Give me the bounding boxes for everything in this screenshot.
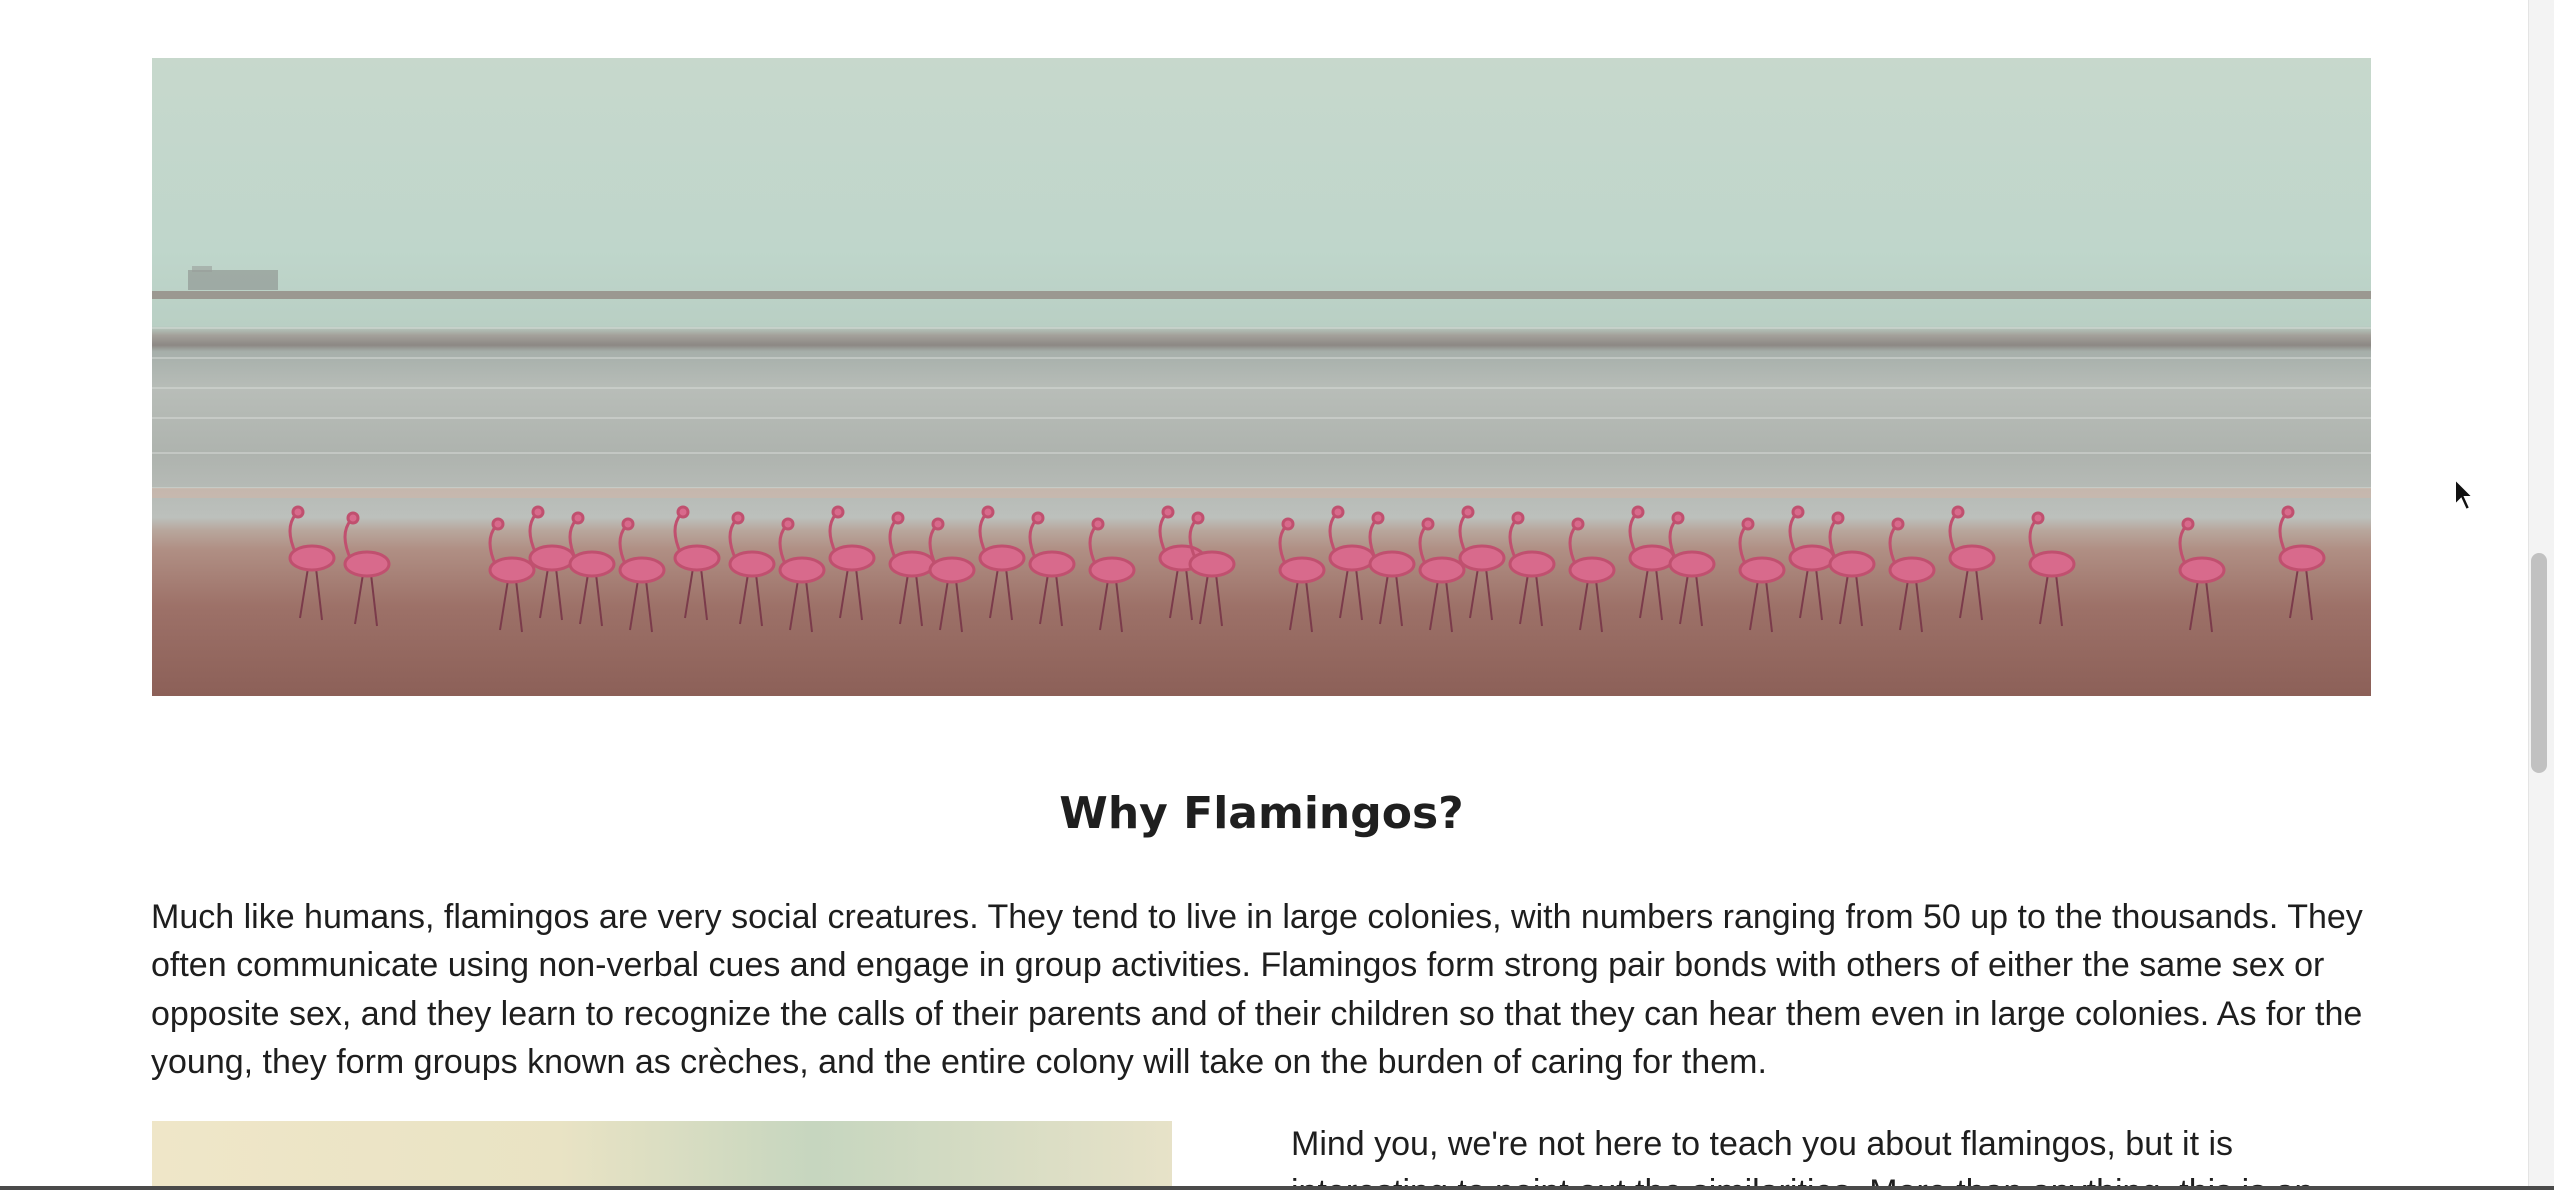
- flamingo: [928, 517, 976, 633]
- section-heading: Why Flamingos?: [1059, 788, 1464, 839]
- scrollbar-thumb[interactable]: [2531, 553, 2547, 773]
- flamingo: [2028, 511, 2076, 627]
- flamingo: [1028, 511, 1076, 627]
- flamingo: [1738, 517, 1786, 633]
- side-paragraph: Mind you, we're not here to teach you ab…: [1291, 1125, 2313, 1190]
- flamingo: [1458, 505, 1506, 621]
- flamingo: [1418, 517, 1466, 633]
- flamingo: [1188, 511, 1236, 627]
- flamingo: [1328, 505, 1376, 621]
- flamingo: [1368, 511, 1416, 627]
- flamingo: [2278, 505, 2326, 621]
- flamingo: [1948, 505, 1996, 621]
- flamingo: [1668, 511, 1716, 627]
- hero-image: [152, 58, 2371, 696]
- flamingo: [888, 511, 936, 627]
- flamingo: [488, 517, 536, 633]
- window-bottom-edge: [0, 1186, 2554, 1190]
- flamingo: [828, 505, 876, 621]
- article-paragraph: Much like humans, flamingos are very soc…: [151, 898, 2363, 1082]
- flamingo: [1568, 517, 1616, 633]
- flamingo: [618, 517, 666, 633]
- flamingo: [1508, 511, 1556, 627]
- arrow-cursor-icon: [2454, 477, 2476, 512]
- flamingo: [1628, 505, 1676, 621]
- flamingo: [2178, 517, 2226, 633]
- flamingo: [1278, 517, 1326, 633]
- flamingo: [673, 505, 721, 621]
- flamingo: [1828, 511, 1876, 627]
- flamingo: [343, 511, 391, 627]
- flamingo: [288, 505, 336, 621]
- flamingo: [1788, 505, 1836, 621]
- flamingo: [728, 511, 776, 627]
- flamingo: [1088, 517, 1136, 633]
- flamingo: [1888, 517, 1936, 633]
- flamingo-beach-photo: [152, 266, 2371, 633]
- flamingo: [778, 517, 826, 633]
- flamingo: [568, 511, 616, 627]
- secondary-image: [152, 1121, 1172, 1190]
- flamingo: [528, 505, 576, 621]
- flamingo: [978, 505, 1026, 621]
